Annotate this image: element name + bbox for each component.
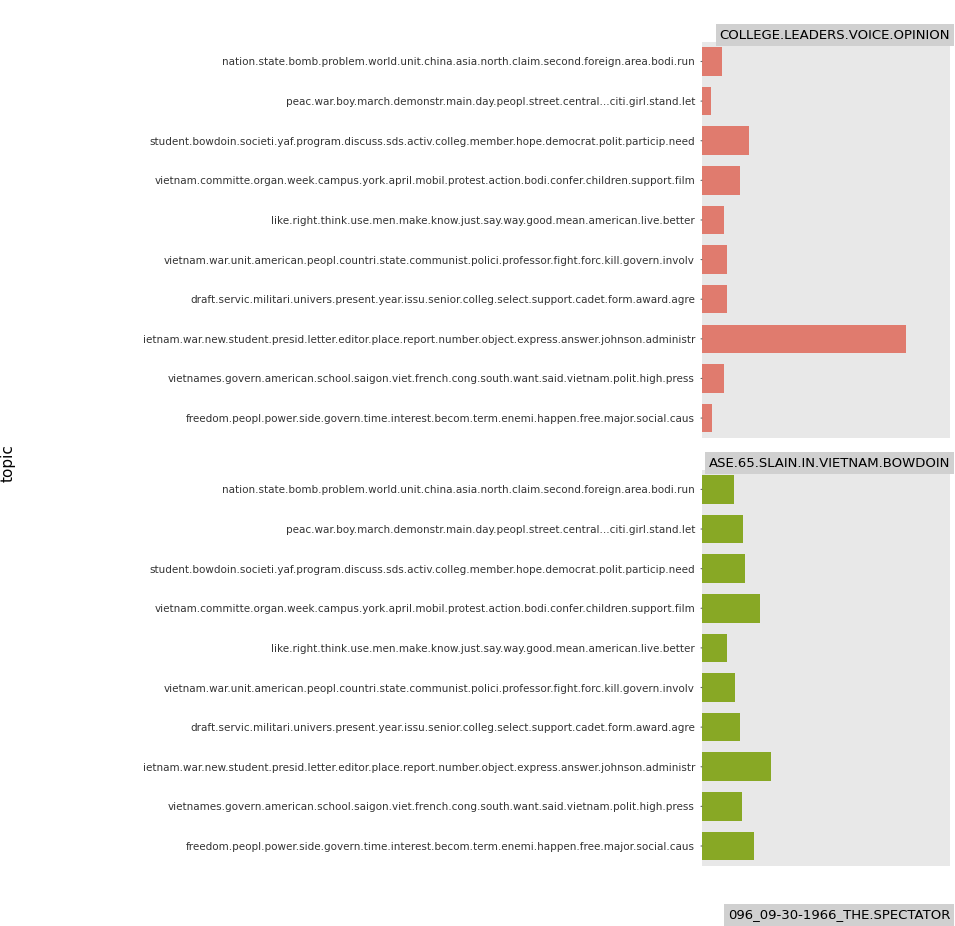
- Bar: [702, 325, 905, 353]
- Bar: [702, 673, 735, 702]
- Bar: [702, 753, 772, 781]
- Text: 096_09-30-1966_THE.SPECTATOR: 096_09-30-1966_THE.SPECTATOR: [728, 908, 950, 921]
- Bar: [702, 47, 722, 76]
- Bar: [702, 515, 743, 544]
- Bar: [702, 127, 749, 155]
- Bar: [702, 285, 727, 314]
- Bar: [702, 832, 754, 860]
- Bar: [702, 87, 711, 116]
- Bar: [702, 166, 740, 194]
- Text: ASE.65.SLAIN.IN.VIETNAM.BOWDOIN: ASE.65.SLAIN.IN.VIETNAM.BOWDOIN: [709, 457, 950, 469]
- Bar: [702, 594, 760, 622]
- Bar: [702, 404, 711, 432]
- Bar: [702, 555, 745, 582]
- Bar: [702, 475, 734, 504]
- Text: topic: topic: [0, 444, 15, 482]
- Bar: [702, 713, 740, 742]
- Bar: [702, 206, 724, 234]
- Bar: [702, 792, 742, 820]
- Bar: [702, 364, 724, 393]
- Bar: [702, 633, 727, 662]
- Text: COLLEGE.LEADERS.VOICE.OPINION: COLLEGE.LEADERS.VOICE.OPINION: [720, 29, 950, 42]
- Bar: [702, 245, 727, 274]
